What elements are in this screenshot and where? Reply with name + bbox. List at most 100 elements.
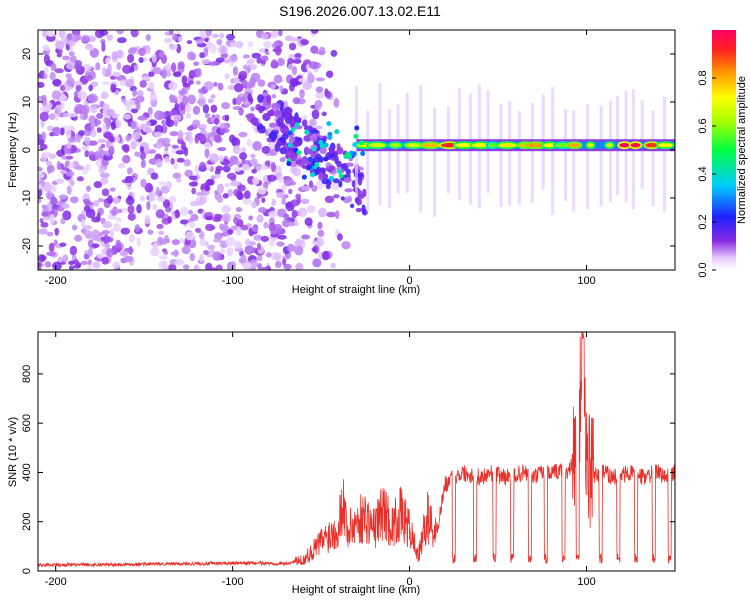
- heat-cell: [260, 55, 269, 62]
- colorbar-label: Normalized spectral amplitude: [736, 76, 748, 224]
- heat-cell: [139, 146, 144, 153]
- heat-cell: [139, 195, 145, 202]
- heat-cell: [57, 256, 64, 263]
- heat-cell: [42, 50, 48, 55]
- heat-cell: [268, 131, 278, 141]
- heat-cell: [195, 38, 204, 45]
- heat-cell: [213, 134, 222, 143]
- heat-cell: [300, 234, 311, 240]
- heat-cell: [336, 146, 344, 155]
- heat-cell: [181, 246, 191, 255]
- heat-cell: [328, 146, 334, 155]
- heat-cell: [164, 146, 169, 152]
- heat-cell: [184, 169, 193, 178]
- heat-cell: [41, 204, 48, 209]
- heat-cell: [225, 236, 236, 247]
- heat-cell: [229, 41, 237, 48]
- heat-cell: [46, 30, 57, 37]
- heat-cell: [122, 154, 131, 164]
- heat-cell: [257, 124, 264, 129]
- heat-cell: [388, 109, 392, 209]
- heat-cell: [100, 91, 109, 100]
- heat-cell: [226, 262, 236, 270]
- heat-cell: [215, 57, 226, 63]
- heat-cell: [508, 101, 512, 206]
- spectrogram-y-ticks: -20 -10 0 10 20: [21, 48, 675, 254]
- heat-cell: [100, 143, 106, 149]
- heat-cell: [112, 71, 122, 77]
- heat-cell: [66, 61, 76, 70]
- heat-cell: [59, 242, 67, 247]
- heat-cell: [168, 195, 177, 203]
- heat-cell: [215, 165, 224, 172]
- heat-cell: [355, 198, 362, 206]
- heat-cell: [517, 111, 521, 205]
- heat-cell: [66, 185, 72, 195]
- heat-cell: [214, 173, 221, 179]
- heat-cell: [277, 116, 284, 125]
- heat-cell: [256, 165, 261, 172]
- heat-cell: [73, 106, 82, 115]
- heat-cell: [114, 136, 121, 143]
- heat-cell: [158, 230, 165, 236]
- heat-cell: [60, 217, 66, 225]
- heat-cell: [454, 143, 475, 148]
- heat-cell: [217, 82, 224, 91]
- heat-cell: [233, 76, 240, 84]
- heat-cell: [178, 238, 186, 244]
- heat-cell: [87, 151, 96, 156]
- heat-cell: [224, 73, 230, 80]
- heat-cell: [219, 128, 230, 134]
- heat-cell: [156, 223, 164, 230]
- heat-cell: [98, 167, 105, 174]
- heat-cell: [132, 89, 138, 97]
- heat-cell: [152, 67, 162, 75]
- heat-cell: [213, 81, 218, 87]
- heat-cell: [113, 197, 119, 205]
- heat-cell: [286, 161, 292, 167]
- snr-y-tick-label: 600: [21, 414, 33, 432]
- heat-cell: [116, 62, 122, 71]
- heat-cell: [568, 143, 581, 148]
- heat-cell: [194, 134, 200, 144]
- heat-cell: [38, 197, 42, 204]
- heat-cell: [139, 151, 147, 160]
- heat-cell: [39, 143, 48, 151]
- heat-cell: [92, 261, 101, 269]
- heat-cell: [210, 44, 217, 54]
- heat-cell: [270, 161, 276, 172]
- heat-cell: [68, 260, 75, 266]
- snr-series-line: [38, 332, 675, 568]
- heat-cell: [270, 230, 280, 235]
- heat-cell: [247, 93, 253, 103]
- heat-cell: [201, 58, 211, 65]
- heat-cell: [325, 70, 334, 79]
- heat-cell: [140, 178, 147, 188]
- heat-cell: [214, 232, 223, 240]
- heat-cell: [67, 113, 78, 118]
- heat-cell: [199, 123, 207, 129]
- heat-cell: [295, 262, 304, 270]
- heat-cell: [193, 61, 200, 67]
- heat-cell: [198, 93, 204, 99]
- spectrogram-x-tick-label: 100: [577, 275, 595, 287]
- heat-cell: [195, 191, 205, 197]
- snr-panel: -200 -100 0 100 0 200 400 600 800 Height of str…: [7, 331, 676, 596]
- heat-cell: [300, 198, 310, 205]
- heat-cell: [293, 116, 302, 122]
- heat-cell: [301, 239, 306, 249]
- heat-cell: [116, 49, 124, 59]
- heat-cell: [608, 100, 612, 203]
- heat-cell: [170, 157, 175, 165]
- heat-cell: [54, 113, 59, 122]
- heat-cell: [309, 61, 318, 70]
- heat-cell: [311, 185, 318, 192]
- heat-cell: [333, 194, 340, 199]
- heat-cell: [69, 245, 78, 256]
- heat-cell: [318, 167, 327, 174]
- heat-cell: [204, 112, 211, 119]
- heat-cell: [102, 123, 107, 133]
- heat-cell: [119, 79, 128, 87]
- heat-cell: [311, 109, 320, 120]
- heat-cell: [236, 161, 242, 166]
